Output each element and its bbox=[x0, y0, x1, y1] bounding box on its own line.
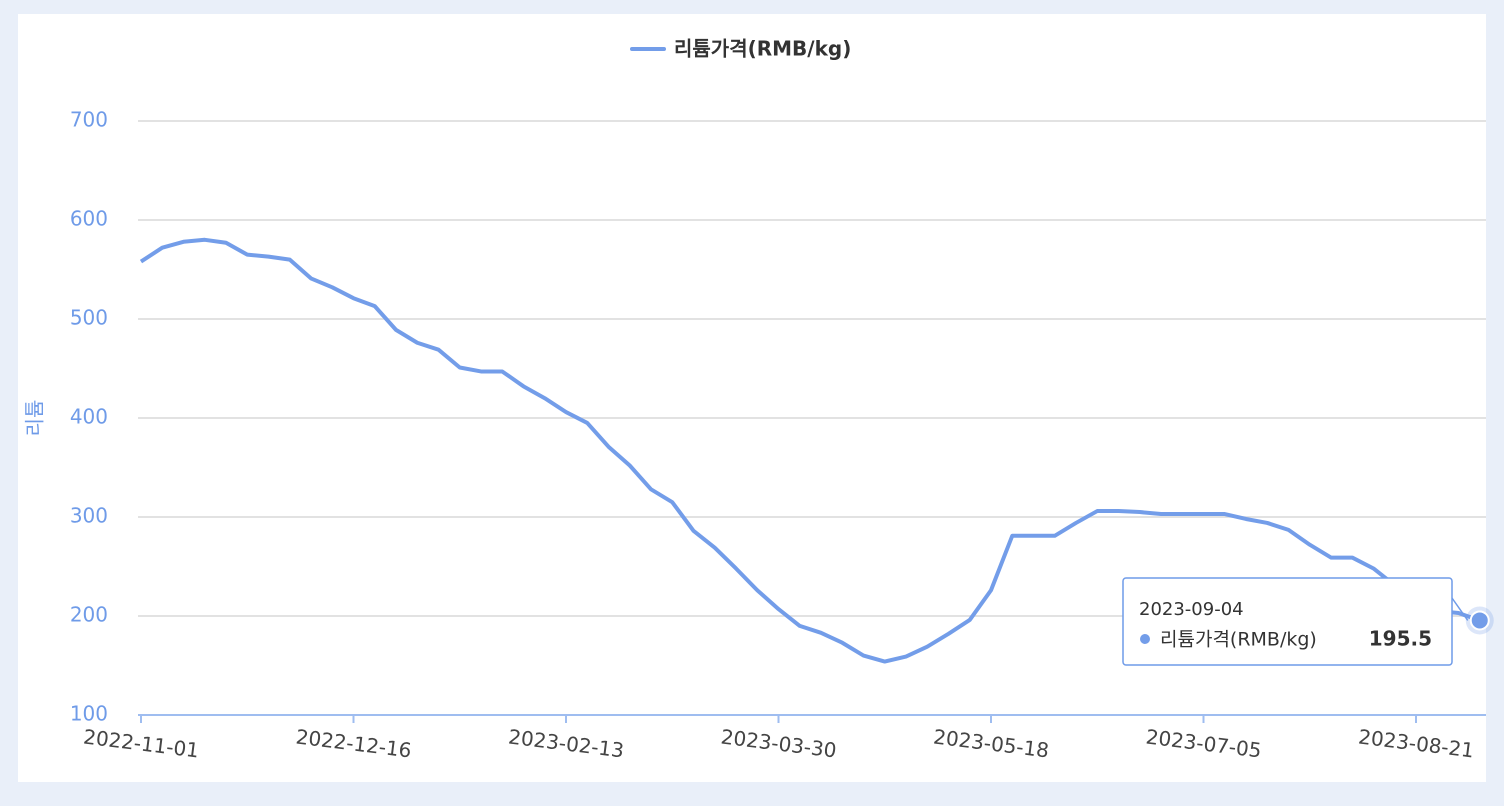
tooltip: 2023-09-04 리튬가격(RMB/kg) 195.5 bbox=[1122, 577, 1453, 666]
tooltip-box bbox=[1122, 577, 1453, 666]
legend-label[interactable]: 리튬가격(RMB/kg) bbox=[674, 37, 851, 61]
y-tick-label: 600 bbox=[70, 207, 108, 231]
tooltip-value: 195.5 bbox=[1369, 627, 1432, 651]
chart-panel bbox=[18, 14, 1486, 782]
tooltip-dot bbox=[1140, 634, 1150, 644]
y-axis-title: 리튬 bbox=[23, 400, 47, 437]
line-series bbox=[139, 237, 1481, 664]
y-tick-label: 700 bbox=[70, 108, 108, 132]
y-tick-label: 200 bbox=[70, 603, 108, 627]
y-tick-label: 500 bbox=[70, 306, 108, 330]
tooltip-date: 2023-09-04 bbox=[1139, 599, 1244, 620]
highlight-point bbox=[1469, 610, 1490, 631]
y-tick-label: 300 bbox=[70, 504, 108, 528]
y-tick-label: 400 bbox=[70, 405, 108, 429]
tooltip-pointer bbox=[1451, 597, 1469, 621]
y-tick-label: 100 bbox=[70, 702, 108, 726]
tooltip-series-name: 리튬가격(RMB/kg) bbox=[1160, 629, 1317, 651]
